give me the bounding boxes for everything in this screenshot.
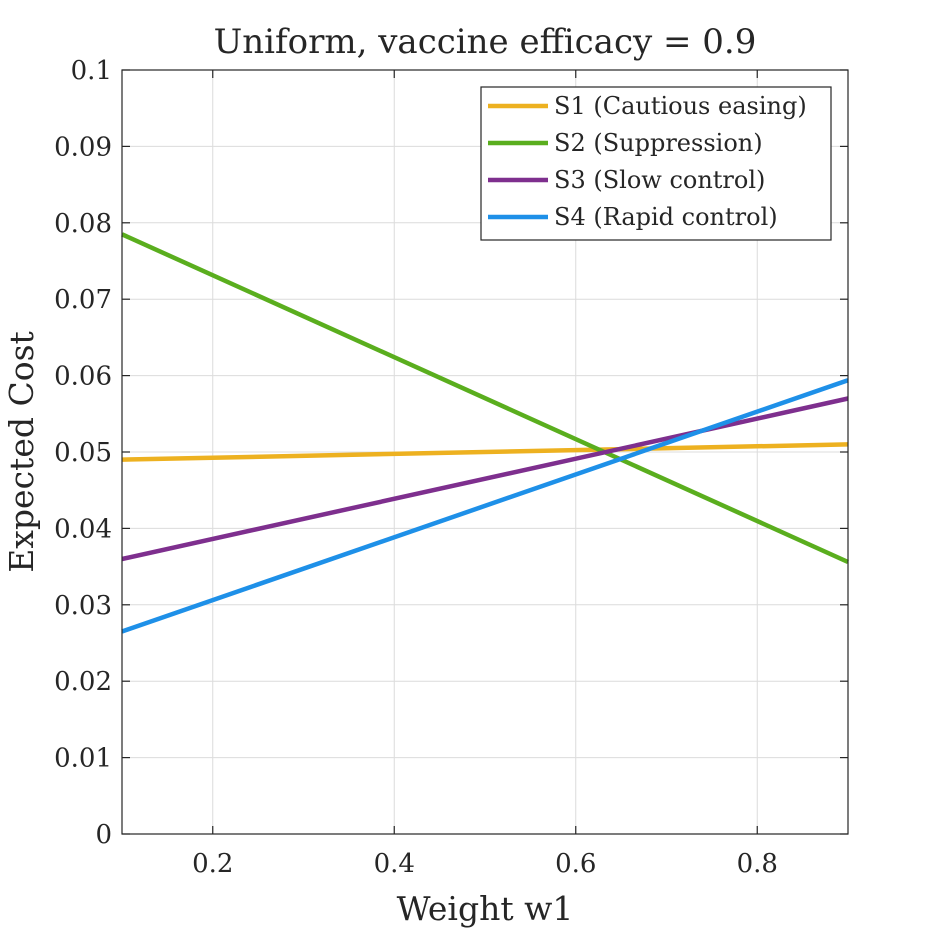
axis-ticks	[122, 69, 848, 835]
y-tick-label: 0	[95, 820, 112, 850]
y-tick-label: 0.08	[54, 209, 112, 239]
series-line-s1	[121, 442, 849, 462]
legend-label-s3: S3 (Slow control)	[554, 166, 765, 194]
legend-label-s4: S4 (Rapid control)	[554, 203, 778, 231]
y-tick-label: 0.05	[54, 438, 112, 468]
legend-box	[480, 86, 832, 241]
x-tick-label: 0.4	[374, 849, 415, 879]
legend-label-s2: S2 (Suppression)	[554, 129, 763, 157]
y-tick-label: 0.04	[54, 514, 112, 544]
y-tick-label: 0.1	[71, 56, 112, 86]
y-tick-label: 0.09	[54, 132, 112, 162]
y-tick-label: 0.01	[54, 744, 112, 774]
series-line-s2	[121, 232, 849, 565]
series-line-s3	[121, 396, 849, 562]
x-tick-label: 0.6	[555, 849, 596, 879]
series-lines	[121, 232, 849, 634]
chart-title: Uniform, vaccine efficacy = 0.9	[214, 22, 757, 62]
legend-label-s1: S1 (Cautious easing)	[554, 92, 807, 120]
y-tick-label: 0.06	[54, 362, 112, 392]
series-line-s4	[121, 378, 849, 634]
y-tick-label: 0.07	[54, 285, 112, 315]
x-tick-label: 0.8	[737, 849, 778, 879]
x-axis-label: Weight w1	[397, 889, 574, 928]
y-tick-label: 0.02	[54, 667, 112, 697]
legend: S1 (Cautious easing) S2 (Suppression) S3 (…	[480, 86, 832, 241]
y-tick-labels: 0 0.01 0.02 0.03 0.04 0.05 0.06 0.07 0.08 0.09 0.1	[54, 56, 112, 850]
y-tick-label: 0.03	[54, 591, 112, 621]
x-tick-label: 0.2	[192, 849, 233, 879]
y-axis-label: Expected Cost	[2, 331, 41, 573]
x-tick-labels: 0.2 0.4 0.6 0.8	[192, 849, 778, 879]
